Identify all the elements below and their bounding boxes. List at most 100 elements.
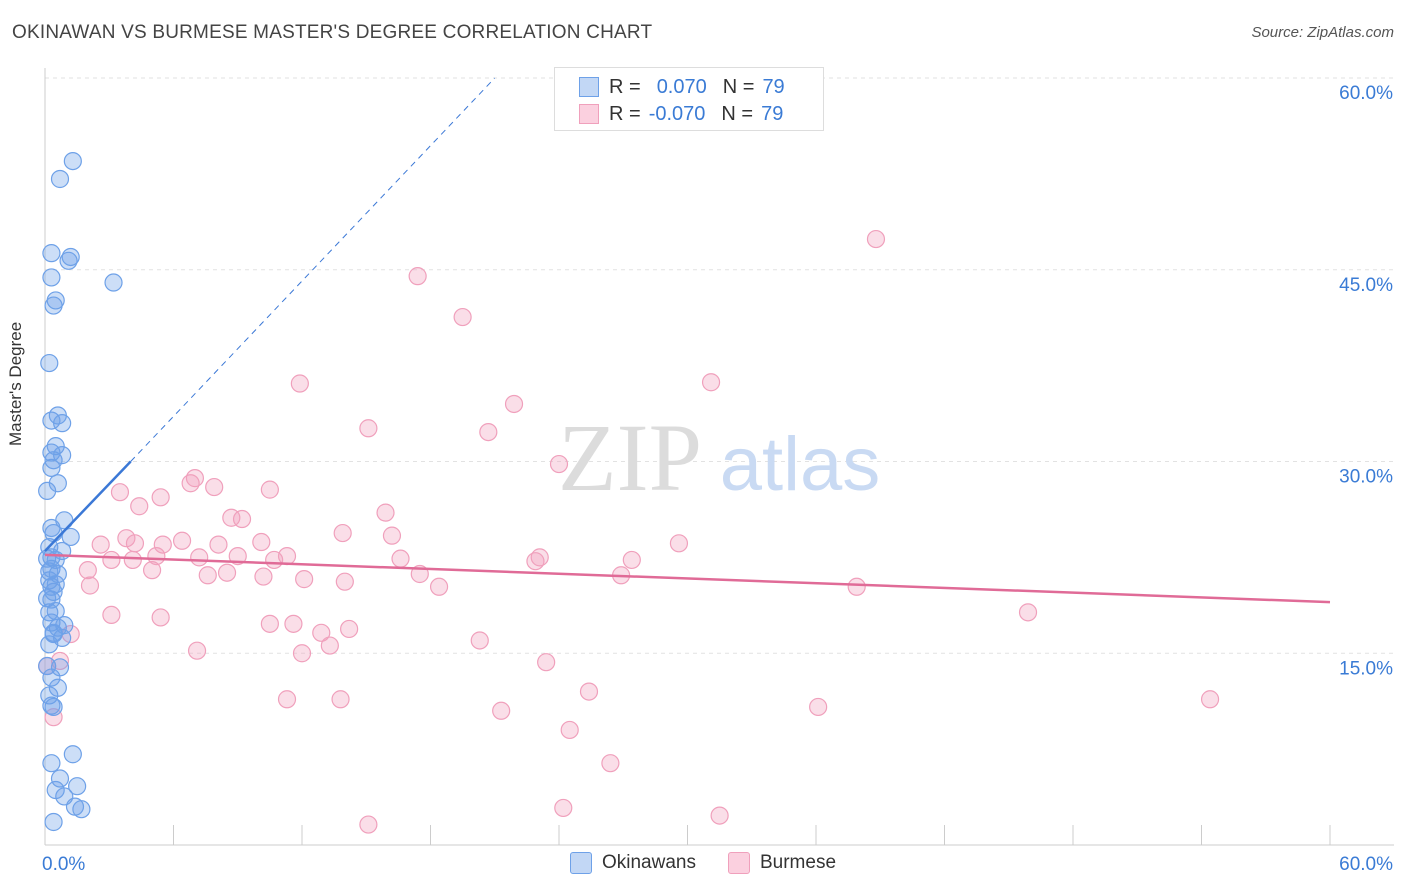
burmese-point: [102, 550, 121, 570]
okinawan-trend-extrapolated: [130, 77, 496, 462]
okinawan-point: [42, 458, 61, 477]
burmese-point: [123, 550, 142, 570]
okinawan-point: [38, 481, 57, 501]
burmese-point: [312, 623, 331, 642]
burmese-point: [554, 798, 573, 818]
burmese-trend-line: [44, 553, 1331, 604]
r-label: R =: [609, 102, 641, 125]
burmese-point: [217, 563, 237, 582]
legend-okinawans[interactable]: Okinawans: [569, 852, 696, 874]
burmese-point: [701, 373, 721, 392]
n-label: N =: [722, 75, 755, 98]
n-label: N =: [721, 102, 754, 125]
x-tick-label-start: 0.0%: [42, 854, 85, 875]
burmese-point: [205, 477, 224, 497]
source-note: Source: ZipAtlas.com: [1251, 24, 1394, 41]
burmese-point: [866, 229, 886, 249]
okinawan-point: [42, 668, 61, 687]
burmese-point: [479, 422, 498, 442]
okinawan-point: [104, 273, 123, 292]
y-tick-labels: 15.0% 30.0% 45.0% 60.0%: [1339, 83, 1393, 679]
watermark-zip: ZIP: [558, 404, 702, 511]
y-tick-label: 30.0%: [1339, 467, 1393, 488]
okinawan-point: [53, 446, 72, 465]
okinawan-point: [50, 169, 70, 189]
burmese-point: [130, 497, 149, 516]
burmese-point: [669, 534, 689, 553]
burmese-point: [453, 307, 472, 327]
burmese-point: [91, 535, 110, 554]
burmese-point: [429, 577, 449, 596]
okinawan-point: [63, 151, 82, 171]
burmese-point: [260, 480, 279, 499]
burmese-point: [284, 614, 303, 633]
watermark-atlas: atlas: [720, 422, 881, 507]
okinawans-swatch: [569, 852, 592, 874]
okinawan-point: [44, 624, 63, 644]
okinawan-point: [53, 414, 72, 433]
burmese-point: [382, 526, 402, 545]
y-tick-label: 60.0%: [1339, 83, 1393, 104]
burmese-point: [537, 653, 556, 672]
burmese-point: [228, 546, 247, 566]
okinawan-point: [42, 754, 61, 773]
legend-burmese-label: Burmese: [759, 852, 837, 873]
burmese-point: [560, 720, 579, 740]
legend-row-burmese: R = -0.070 N = 79: [579, 102, 783, 126]
r-value: 0.070: [656, 75, 707, 98]
okinawan-point: [72, 800, 91, 819]
burmese-point: [232, 509, 252, 529]
okinawan-points: [38, 151, 123, 832]
burmese-point: [601, 754, 620, 773]
legend-burmese[interactable]: Burmese: [727, 852, 837, 874]
burmese-point: [847, 577, 866, 596]
burmese-point: [376, 503, 395, 522]
okinawan-point: [59, 251, 78, 270]
burmese-point: [579, 682, 599, 701]
burmese-point: [151, 608, 170, 627]
burmese-point: [359, 419, 378, 438]
burmese-point: [295, 570, 314, 589]
burmese-point: [265, 550, 284, 570]
burmese-point: [190, 548, 209, 567]
burmese-swatch: [727, 852, 750, 874]
burmese-point: [260, 614, 279, 633]
okinawan-point: [42, 411, 61, 430]
burmese-point: [492, 701, 511, 720]
okinawan-point: [63, 745, 82, 764]
burmese-point: [290, 374, 309, 393]
burmese-point: [252, 532, 271, 552]
burmese-point: [254, 567, 273, 586]
burmese-point: [1018, 603, 1038, 622]
series-legend: Okinawans Burmese: [0, 852, 1406, 874]
burmese-point: [504, 394, 524, 414]
burmese-point: [142, 561, 162, 580]
okinawan-trend-line: [44, 460, 132, 552]
r-label: R =: [609, 75, 641, 98]
burmese-point: [209, 535, 228, 554]
chart-title: OKINAWAN VS BURMESE MASTER'S DEGREE CORR…: [12, 22, 653, 43]
burmese-point: [320, 636, 339, 655]
okinawan-point: [42, 244, 61, 263]
y-tick-label: 15.0%: [1339, 658, 1393, 679]
burmese-points: [38, 229, 1220, 834]
burmese-point: [44, 708, 63, 727]
burmese-point: [117, 529, 136, 548]
burmese-point: [172, 531, 192, 550]
burmese-point: [622, 550, 641, 570]
n-value: 79: [762, 75, 785, 98]
okinawan-point: [40, 571, 59, 590]
okinawan-point: [42, 696, 61, 715]
burmese-point: [198, 566, 217, 585]
burmese-point: [359, 815, 378, 834]
burmese-point: [549, 454, 569, 474]
burmese-point: [333, 523, 352, 543]
gridlines: [45, 77, 1394, 654]
trend-lines: [44, 77, 1331, 604]
okinawan-point: [68, 777, 87, 796]
x-tick-label-end: 60.0%: [1339, 854, 1393, 875]
y-tick-label: 45.0%: [1339, 275, 1393, 296]
okinawan-point: [40, 353, 59, 373]
n-value: 79: [761, 102, 784, 125]
